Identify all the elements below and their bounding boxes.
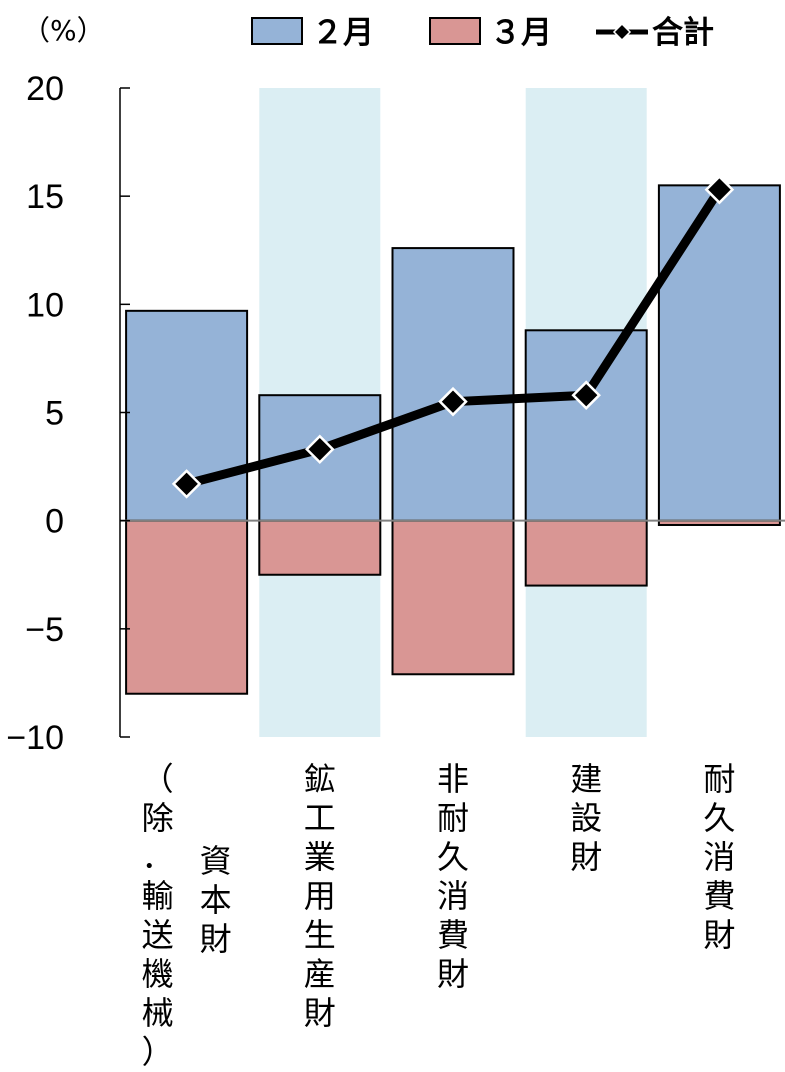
bar-series-1 xyxy=(258,519,382,576)
y-tick-label: −10 xyxy=(6,719,64,757)
bar-series-0 xyxy=(391,247,515,522)
total-marker xyxy=(438,386,468,417)
category-label-char: ） xyxy=(142,1033,174,1071)
category-label-char: 久 xyxy=(703,799,735,837)
total-marker xyxy=(305,434,335,465)
total-marker xyxy=(704,174,735,205)
total-marker xyxy=(571,380,601,410)
category-label-char: 生 xyxy=(304,916,336,954)
category-label-char: 財 xyxy=(570,838,602,876)
y-tick-label: 0 xyxy=(45,503,64,541)
y-tick-label: 5 xyxy=(45,395,64,433)
category-label-char: 業 xyxy=(304,838,336,876)
y-tick-label: −5 xyxy=(25,611,64,649)
category-label-char: 産 xyxy=(304,955,336,993)
category-label-char: 設 xyxy=(570,799,602,837)
category-label-char: （ xyxy=(142,760,174,798)
category-label: 建設財 xyxy=(570,760,602,876)
category-label-char: 本 xyxy=(200,881,232,919)
category-label-char: 機 xyxy=(142,955,174,993)
bar-series-0 xyxy=(524,329,648,522)
category-label-char: 耐 xyxy=(703,760,735,798)
legend-marker xyxy=(612,22,632,42)
y-tick-label: 20 xyxy=(26,70,64,108)
category-label-char: 械 xyxy=(142,994,174,1032)
category-label-char: 久 xyxy=(437,838,469,876)
category-label-char: 費 xyxy=(437,916,469,954)
legend-label: ３月 xyxy=(490,15,552,51)
y-axis-unit: （%） xyxy=(22,14,105,47)
category-label-char: 財 xyxy=(200,920,232,958)
legend-label: 合計 xyxy=(652,15,714,51)
bar-series-0 xyxy=(657,184,781,522)
category-label-char: 資 xyxy=(200,842,232,880)
category-label-char: 消 xyxy=(437,877,469,915)
category-label-char: 財 xyxy=(703,916,735,954)
category-label-char: ． xyxy=(142,838,174,876)
total-marker xyxy=(171,469,202,499)
legend-label: ２月 xyxy=(312,15,374,51)
bars xyxy=(125,184,781,695)
y-axis: 20 15 10 5 0 −5 −10 xyxy=(6,70,130,757)
category-label-char: 非 xyxy=(437,760,469,798)
category-label-char: 消 xyxy=(703,838,735,876)
legend-swatch xyxy=(429,17,481,45)
category-label-char: 財 xyxy=(304,994,336,1032)
category-label-char: 鉱 xyxy=(304,760,336,798)
legend-swatch xyxy=(251,17,303,45)
legend: ２月 ３月 合計 xyxy=(251,15,714,51)
category-label-char: 耐 xyxy=(437,799,469,837)
category-label-char: 財 xyxy=(437,955,469,993)
y-tick-label: 10 xyxy=(26,286,64,324)
y-tick-label: 15 xyxy=(26,178,64,216)
category-label-char: 送 xyxy=(142,916,174,954)
total-markers xyxy=(171,174,735,499)
category-label-char: 費 xyxy=(703,877,735,915)
category-label-char: 輸 xyxy=(142,877,174,915)
category-label-char: 用 xyxy=(304,877,336,915)
category-label-char: 工 xyxy=(304,799,336,837)
bar-series-1 xyxy=(524,519,648,587)
category-label-char: 建 xyxy=(570,760,602,798)
category-label-char: 除 xyxy=(142,799,174,837)
bar-series-1 xyxy=(391,519,515,676)
bar-series-1 xyxy=(125,519,249,695)
